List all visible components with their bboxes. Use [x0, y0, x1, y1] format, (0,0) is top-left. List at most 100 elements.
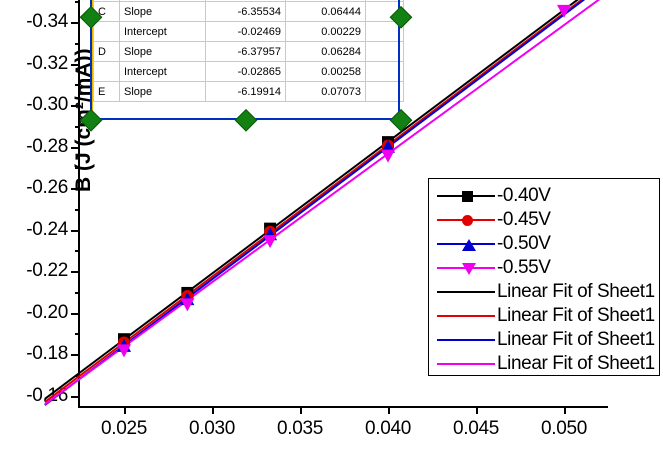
cell-group	[93, 21, 120, 42]
y-tick-label: -0.18	[26, 343, 68, 365]
legend-symbol	[435, 280, 497, 304]
x-tick-label: 0.045	[452, 418, 500, 439]
y-tick	[71, 354, 80, 357]
legend-line	[437, 363, 495, 365]
legend-symbol	[435, 328, 497, 352]
data-marker-triangle-up	[381, 139, 395, 153]
table-row[interactable]: Intercept -0.02865 0.00258	[93, 61, 404, 82]
y-tick-label: -0.24	[26, 218, 68, 240]
legend-symbol	[435, 232, 497, 256]
y-tick-minor	[75, 1, 80, 4]
table-row[interactable]: C Slope -6.35534 0.06444	[93, 1, 404, 22]
legend-symbol	[435, 208, 497, 232]
y-tick	[71, 105, 80, 108]
x-tick	[564, 406, 566, 414]
x-tick	[300, 406, 302, 414]
table-row[interactable]: Intercept -0.02469 0.00229	[93, 21, 404, 42]
legend-label: Linear Fit of Sheet1	[497, 305, 655, 326]
x-tick	[124, 406, 126, 414]
y-tick-minor	[75, 167, 80, 170]
legend-line	[437, 291, 495, 293]
legend-symbol	[435, 256, 497, 280]
legend-symbol	[435, 304, 497, 328]
cell-spacer	[365, 41, 404, 62]
y-tick-label: -0.22	[26, 260, 68, 282]
y-tick	[71, 312, 80, 315]
fit-results-table[interactable]: Value Standard Error Intercept-0.028110.…	[90, 0, 404, 120]
legend-symbol	[435, 184, 497, 208]
legend-entry[interactable]: -0.40V	[435, 184, 659, 208]
y-tick	[71, 146, 80, 149]
cell-group	[93, 61, 120, 82]
y-tick-minor	[75, 250, 80, 253]
cell-value: -0.02865	[205, 61, 286, 82]
y-tick-label: -0.26	[26, 177, 68, 199]
legend-label: -0.50V	[497, 233, 551, 254]
legend-entry[interactable]: Linear Fit of Sheet1	[435, 280, 659, 304]
cell-value: -6.19914	[205, 81, 286, 102]
y-tick-label: -0.28	[26, 135, 68, 157]
x-tick-label: 0.030	[188, 418, 236, 439]
cell-standard-error: 0.00229	[285, 21, 366, 42]
y-tick-label: -0.30	[26, 94, 68, 116]
cell-value: -6.35534	[205, 1, 286, 22]
legend-entry[interactable]: Linear Fit of Sheet1	[435, 328, 659, 352]
table-row[interactable]: D Slope -6.37957 0.06284	[93, 41, 404, 62]
legend-marker-square	[462, 191, 473, 202]
cell-standard-error: 0.06444	[285, 1, 366, 22]
data-marker-triangle-down	[557, 4, 571, 18]
plot-legend[interactable]: -0.40V -0.45V -0.50V -0.55V Linear Fit of Sh…	[428, 178, 660, 376]
cell-parameter: Slope	[119, 1, 206, 22]
legend-label: -0.45V	[497, 209, 551, 230]
legend-entry[interactable]: -0.50V	[435, 232, 659, 256]
y-tick-label: -0.20	[26, 301, 68, 323]
cell-group: D	[93, 41, 120, 62]
legend-label: Linear Fit of Sheet1	[497, 353, 655, 374]
table-row[interactable]: E Slope -6.19914 0.07073	[93, 81, 404, 102]
x-tick-label: 0.035	[276, 418, 324, 439]
cell-parameter: Slope	[119, 41, 206, 62]
y-tick-label: -0.34	[26, 11, 68, 33]
legend-label: Linear Fit of Sheet1	[497, 281, 655, 302]
y-tick	[71, 229, 80, 232]
fit-line	[44, 0, 586, 406]
fit-line	[44, 0, 584, 403]
cell-spacer	[365, 81, 404, 102]
legend-entry[interactable]: Linear Fit of Sheet1	[435, 304, 659, 328]
cell-parameter: Slope	[119, 81, 206, 102]
legend-entry[interactable]: -0.45V	[435, 208, 659, 232]
cell-value: -6.37957	[205, 41, 286, 62]
data-marker-triangle-down	[263, 235, 278, 249]
y-tick	[71, 63, 80, 66]
legend-marker-circle	[462, 215, 473, 226]
x-tick	[476, 406, 478, 414]
x-tick	[212, 406, 214, 414]
legend-entry[interactable]: Linear Fit of Sheet1	[435, 352, 659, 376]
legend-entry[interactable]: -0.55V	[435, 256, 659, 280]
cell-parameter: Intercept	[119, 61, 206, 82]
data-marker-triangle-down	[117, 344, 131, 358]
y-tick	[71, 395, 80, 398]
fit-line	[44, 0, 601, 406]
x-tick	[388, 406, 390, 414]
legend-line	[437, 339, 495, 341]
y-tick	[71, 188, 80, 191]
legend-label: Linear Fit of Sheet1	[497, 329, 655, 350]
y-tick-label: -0.32	[26, 52, 68, 74]
y-tick-minor	[75, 84, 80, 87]
fit-line	[44, 0, 579, 400]
cell-standard-error: 0.06284	[285, 41, 366, 62]
data-marker-triangle-down	[180, 298, 195, 312]
x-tick-label: 0.040	[364, 418, 412, 439]
y-tick-minor	[75, 208, 80, 211]
x-tick-label: 0.025	[100, 418, 148, 439]
y-tick-minor	[75, 125, 80, 128]
legend-symbol	[435, 352, 497, 376]
y-tick-minor	[75, 42, 80, 45]
cell-parameter: Intercept	[119, 21, 206, 42]
plot-frame: B (J (cm²/mA)) -0.36-0.34-0.32-0.30-0.28…	[26, 0, 608, 439]
legend-marker-triangle-up	[462, 239, 476, 251]
y-tick-minor	[75, 333, 80, 336]
legend-label: -0.55V	[497, 257, 551, 278]
